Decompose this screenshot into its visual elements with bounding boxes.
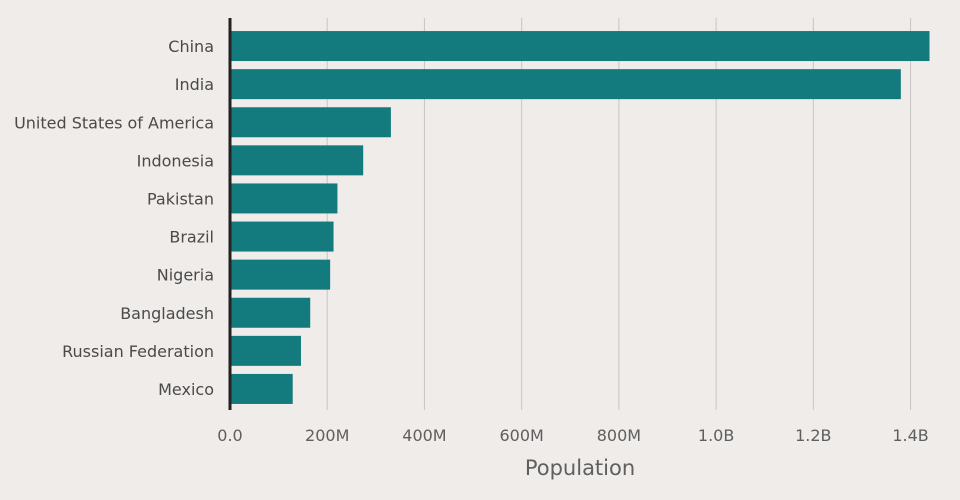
category-label: Mexico [158,380,214,399]
bar [230,183,338,214]
bars [230,31,930,404]
bar [230,31,930,62]
x-tick-label: 400M [402,426,446,445]
x-tick-label: 1.4B [892,426,928,445]
category-label: India [175,75,214,94]
bar [230,373,293,404]
bar [230,107,391,138]
category-labels: China India United States of America Indone… [14,37,214,399]
category-label: Pakistan [147,189,214,208]
x-tick-label: 1.2B [795,426,831,445]
x-tick-label: 0.0 [217,426,242,445]
x-axis-title: Population [525,456,635,480]
category-label: China [168,37,214,56]
bar [230,221,334,252]
bar [230,259,331,290]
x-tick-label: 800M [597,426,641,445]
category-label: Indonesia [137,151,214,170]
x-tick-labels: 0.0 200M 400M 600M 800M 1.0B 1.2B 1.4B [217,426,928,445]
x-tick-label: 600M [499,426,543,445]
category-label: Nigeria [157,266,214,285]
x-tick-label: 1.0B [698,426,734,445]
bar [230,145,364,176]
category-label: Russian Federation [62,342,214,361]
x-tick-label: 200M [305,426,349,445]
category-label: Brazil [169,228,214,247]
category-label: Bangladesh [120,304,214,323]
bar [230,335,301,366]
category-label: United States of America [14,113,214,132]
bar [230,297,311,328]
bar [230,69,901,100]
